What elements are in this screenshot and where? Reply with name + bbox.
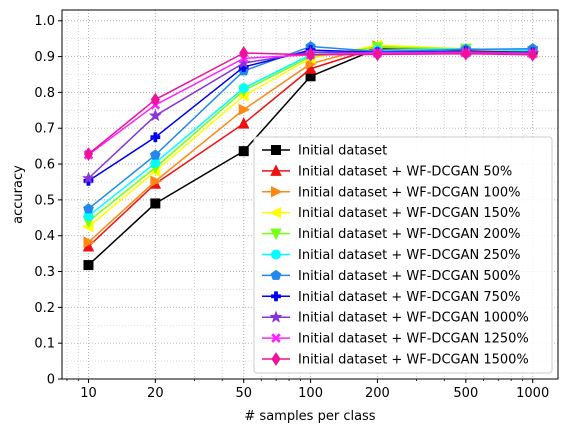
legend-label: Initial dataset + WF-DCGAN 500%	[298, 269, 521, 284]
axis-ticks: 10 20 50 100 200 500 1000 0 0.1 0.2 0.3 0.4 0.5 0.6 0.…	[34, 14, 549, 401]
data-point	[82, 171, 95, 184]
legend-item: Initial dataset + WF-DCGAN 150%	[262, 206, 521, 221]
data-point	[83, 260, 94, 271]
data-point	[150, 92, 160, 107]
series-10	[83, 46, 538, 161]
data-point	[237, 117, 250, 129]
y-tick-label: 0.8	[34, 86, 55, 101]
y-tick-label: 0.9	[34, 50, 55, 65]
legend-label: Initial dataset + WF-DCGAN 150%	[298, 206, 521, 221]
plot-frame	[61, 9, 559, 380]
legend-box	[253, 136, 553, 374]
x-axis-label: # samples per class	[244, 409, 375, 424]
legend-item: Initial dataset + WF-DCGAN 250%	[262, 248, 521, 263]
legend-marker	[270, 249, 281, 260]
x-tick-label: 100	[298, 386, 323, 401]
legend-marker	[270, 228, 282, 241]
y-tick-label: 1.0	[34, 14, 55, 29]
legend-item: Initial dataset + WF-DCGAN 500%	[262, 269, 521, 284]
series-layer	[81, 39, 540, 271]
x-tick-label: 500	[453, 386, 478, 401]
data-point	[148, 108, 162, 122]
data-point	[150, 175, 162, 187]
data-point	[83, 236, 95, 248]
legend-item: Initial dataset + WF-DCGAN 100%	[262, 185, 521, 200]
legend-marker	[271, 352, 281, 366]
legend-item: Initial dataset + WF-DCGAN 1000%	[262, 310, 529, 326]
x-tick-label: 50	[235, 386, 252, 401]
legend-item: Initial dataset + WF-DCGAN 750%	[262, 290, 521, 305]
data-point	[239, 46, 249, 60]
legend-item: Initial dataset	[262, 144, 387, 159]
x-tick-label: 20	[147, 386, 164, 401]
data-point	[150, 132, 161, 143]
legend-label: Initial dataset + WF-DCGAN 50%	[298, 164, 512, 179]
data-point	[83, 147, 94, 161]
x-tick-label: 200	[365, 386, 390, 401]
legend-label: Initial dataset + WF-DCGAN 750%	[298, 290, 521, 305]
data-point	[150, 149, 161, 160]
legend-label: Initial dataset + WF-DCGAN 200%	[298, 227, 521, 242]
legend-marker	[270, 144, 281, 155]
legend-marker	[270, 269, 282, 280]
y-tick-label: 0.7	[34, 122, 55, 137]
data-point	[83, 203, 94, 214]
y-tick-label: 0.6	[34, 158, 55, 173]
data-point	[238, 83, 249, 94]
legend-label: Initial dataset	[298, 144, 387, 159]
legend-label: Initial dataset + WF-DCGAN 1000%	[298, 311, 529, 326]
x-tick-label: 1000	[516, 386, 549, 401]
legend-marker	[271, 291, 281, 302]
legend-item: Initial dataset + WF-DCGAN 50%	[262, 164, 512, 179]
legend-marker	[271, 333, 281, 343]
legend-label: Initial dataset + WF-DCGAN 1250%	[298, 332, 529, 347]
data-point	[528, 47, 538, 62]
y-tick-label: 0.5	[34, 193, 55, 208]
y-tick-label: 0.1	[34, 337, 55, 352]
legend-item: Initial dataset + WF-DCGAN 200%	[262, 227, 521, 242]
y-tick-label: 0.2	[34, 301, 55, 316]
data-point	[372, 47, 383, 62]
y-tick-label: 0.3	[34, 265, 55, 280]
y-tick-label: 0	[47, 373, 55, 388]
data-point	[150, 157, 161, 168]
legend-marker	[269, 206, 282, 219]
legend-label: Initial dataset + WF-DCGAN 100%	[298, 185, 521, 200]
legend-label: Initial dataset + WF-DCGAN 1500%	[298, 353, 529, 368]
x-tick-label: 10	[80, 386, 97, 401]
legend-marker	[270, 186, 283, 198]
legend-marker	[269, 310, 283, 323]
legend-marker	[270, 164, 282, 176]
y-axis-label: accuracy	[11, 165, 26, 224]
data-point	[150, 198, 161, 209]
legend: Initial dataset Initial dataset + WF-DCGA…	[253, 136, 553, 374]
data-point	[238, 103, 251, 116]
legend-label: Initial dataset + WF-DCGAN 250%	[298, 248, 521, 263]
data-point	[306, 47, 316, 62]
legend-item: Initial dataset + WF-DCGAN 1250%	[262, 332, 529, 347]
legend-item: Initial dataset + WF-DCGAN 1500%	[262, 352, 529, 368]
data-point	[461, 46, 471, 61]
y-tick-label: 0.4	[34, 229, 55, 244]
data-point	[238, 146, 249, 157]
